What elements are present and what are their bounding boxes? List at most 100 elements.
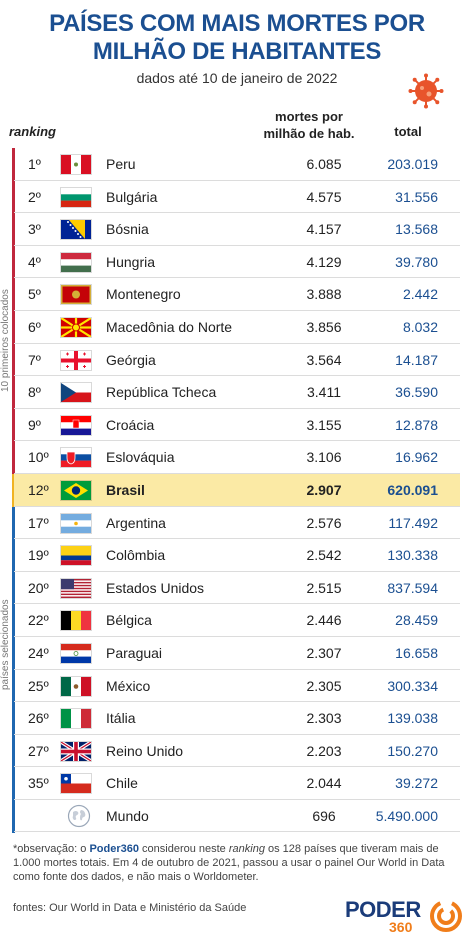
deaths-per-million-cell: 696 xyxy=(312,807,336,824)
selected-vertical-label: países selecionados xyxy=(0,599,11,690)
top10-group-bar xyxy=(12,148,15,474)
rank-cell: 4º xyxy=(28,253,41,270)
table-row: 8º República Tcheca 3.411 36.590 xyxy=(14,376,460,409)
country-cell: Hungria xyxy=(106,253,156,270)
deaths-per-million-cell: 6.085 xyxy=(306,156,342,172)
table-row: 25º México 2.305 300.334 xyxy=(14,670,460,703)
total-deaths-cell: 16.962 xyxy=(395,449,438,466)
selected-group-bar xyxy=(12,507,15,833)
deaths-per-million-cell: 4.575 xyxy=(306,188,342,205)
bosnia-flag xyxy=(61,220,91,240)
rank-cell: 27º xyxy=(28,742,49,759)
table-row: 27º Reino Unido 2.203 150.270 xyxy=(14,735,460,768)
total-deaths-cell: 117.492 xyxy=(388,514,438,531)
total-deaths-cell: 8.032 xyxy=(402,318,438,335)
montenegro-flag xyxy=(61,285,91,305)
table-row: 1º Peru 6.085 203.019 xyxy=(14,148,460,181)
rank-cell: 8º xyxy=(28,384,41,401)
deaths-per-million-cell: 2.576 xyxy=(306,514,342,531)
mexico-flag xyxy=(61,676,91,696)
rank-cell: 5º xyxy=(28,286,41,303)
paraguay-flag xyxy=(61,643,91,663)
rank-cell: 22º xyxy=(28,612,49,629)
country-cell: Bósnia xyxy=(106,221,149,238)
deaths-per-million-cell: 2.515 xyxy=(306,579,342,596)
logo-number: 360 xyxy=(389,919,413,935)
total-deaths-cell: 13.568 xyxy=(395,221,438,238)
table-row: 6º Macedônia do Norte 3.856 8.032 xyxy=(14,311,460,344)
total-deaths-cell: 39.780 xyxy=(395,253,438,270)
ranking-header: ranking xyxy=(9,124,56,139)
total-deaths-cell: 39.272 xyxy=(395,775,438,792)
country-cell: Croácia xyxy=(106,416,155,433)
country-cell: Montenegro xyxy=(106,286,181,303)
country-cell: Bélgica xyxy=(106,612,152,629)
ranking-table: 1º Peru 6.085 203.019 2º Bulgária 4.575 31.556 3… xyxy=(14,148,460,833)
total-deaths-cell: 31.556 xyxy=(395,188,438,205)
table-row: 2º Bulgária 4.575 31.556 xyxy=(14,181,460,214)
country-cell: Macedônia do Norte xyxy=(106,318,233,335)
rank-cell: 20º xyxy=(28,579,49,596)
total-deaths-cell: 12.878 xyxy=(395,416,438,433)
total-deaths-cell: 150.270 xyxy=(387,742,438,759)
argentina-flag xyxy=(61,513,91,533)
top10-vertical-label: 10 primeiros colocados xyxy=(0,289,11,392)
rank-cell: 12º xyxy=(28,481,49,498)
country-cell: Itália xyxy=(106,710,136,727)
total-deaths-cell: 28.459 xyxy=(395,612,438,629)
deaths-per-million-cell: 4.129 xyxy=(306,253,342,270)
total-header: total xyxy=(394,124,422,139)
deaths-per-million-header: mortes por milhão de hab. xyxy=(259,108,359,142)
rank-cell: 9º xyxy=(28,416,41,433)
croatia-flag xyxy=(61,415,91,435)
rank-cell: 10º xyxy=(28,449,49,466)
total-deaths-cell: 14.187 xyxy=(395,351,438,368)
country-cell: México xyxy=(106,677,151,694)
table-row: 17º Argentina 2.576 117.492 xyxy=(14,507,460,540)
total-deaths-cell: 300.334 xyxy=(387,677,438,694)
rank-cell: 3º xyxy=(28,221,41,238)
rank-cell: 1º xyxy=(28,156,41,172)
deaths-per-million-cell: 2.203 xyxy=(306,742,342,759)
poder360-logo: PODER 360 xyxy=(345,897,465,939)
country-cell: Estados Unidos xyxy=(106,579,205,596)
country-cell: República Tcheca xyxy=(106,384,217,401)
table-row: 3º Bósnia 4.157 13.568 xyxy=(14,213,460,246)
table-row: 24º Paraguai 2.307 16.658 xyxy=(14,637,460,670)
subtitle: dados até 10 de janeiro de 2022 xyxy=(136,70,338,86)
table-row: 7º Geórgia 3.564 14.187 xyxy=(14,344,460,377)
usa-flag xyxy=(61,578,91,598)
total-deaths-cell: 139.038 xyxy=(387,710,438,727)
country-cell: Colômbia xyxy=(106,547,166,564)
deaths-per-million-cell: 3.856 xyxy=(306,318,342,335)
deaths-per-million-cell: 2.307 xyxy=(306,644,342,661)
total-deaths-cell: 16.658 xyxy=(395,644,438,661)
deaths-per-million-cell: 2.305 xyxy=(306,677,342,694)
country-cell: Reino Unido xyxy=(106,742,184,759)
table-row: 26º Itália 2.303 139.038 xyxy=(14,702,460,735)
deaths-per-million-cell: 2.446 xyxy=(306,612,342,629)
footnote-part-2: considerou neste xyxy=(138,843,229,855)
czech-flag xyxy=(61,383,91,403)
deaths-per-million-cell: 3.106 xyxy=(306,449,342,466)
total-deaths-cell: 620.091 xyxy=(387,481,438,498)
page-title: PAÍSES COM MAIS MORTES POR MILHÃO DE HAB… xyxy=(0,10,474,66)
table-row: 22º Bélgica 2.446 28.459 xyxy=(14,604,460,637)
country-cell: Peru xyxy=(106,156,136,172)
footnote-part-1: *observação: o xyxy=(13,843,90,855)
rank-cell: 2º xyxy=(28,188,41,205)
deaths-per-million-cell: 2.044 xyxy=(306,775,342,792)
peru-flag xyxy=(61,155,91,174)
logo-name: PODER xyxy=(345,897,421,922)
title-line-1: PAÍSES COM MAIS MORTES POR xyxy=(49,10,425,37)
belgium-flag xyxy=(61,611,91,631)
country-cell: Bulgária xyxy=(106,188,158,205)
country-cell: Paraguai xyxy=(106,644,163,661)
table-row: 19º Colômbia 2.542 130.338 xyxy=(14,539,460,572)
total-deaths-cell: 5.490.000 xyxy=(375,807,438,824)
bulgaria-flag xyxy=(61,187,91,207)
country-cell: Brasil xyxy=(106,481,145,498)
table-row: 9º Croácia 3.155 12.878 xyxy=(14,409,460,442)
country-cell: Argentina xyxy=(106,514,166,531)
rank-cell: 6º xyxy=(28,318,41,335)
